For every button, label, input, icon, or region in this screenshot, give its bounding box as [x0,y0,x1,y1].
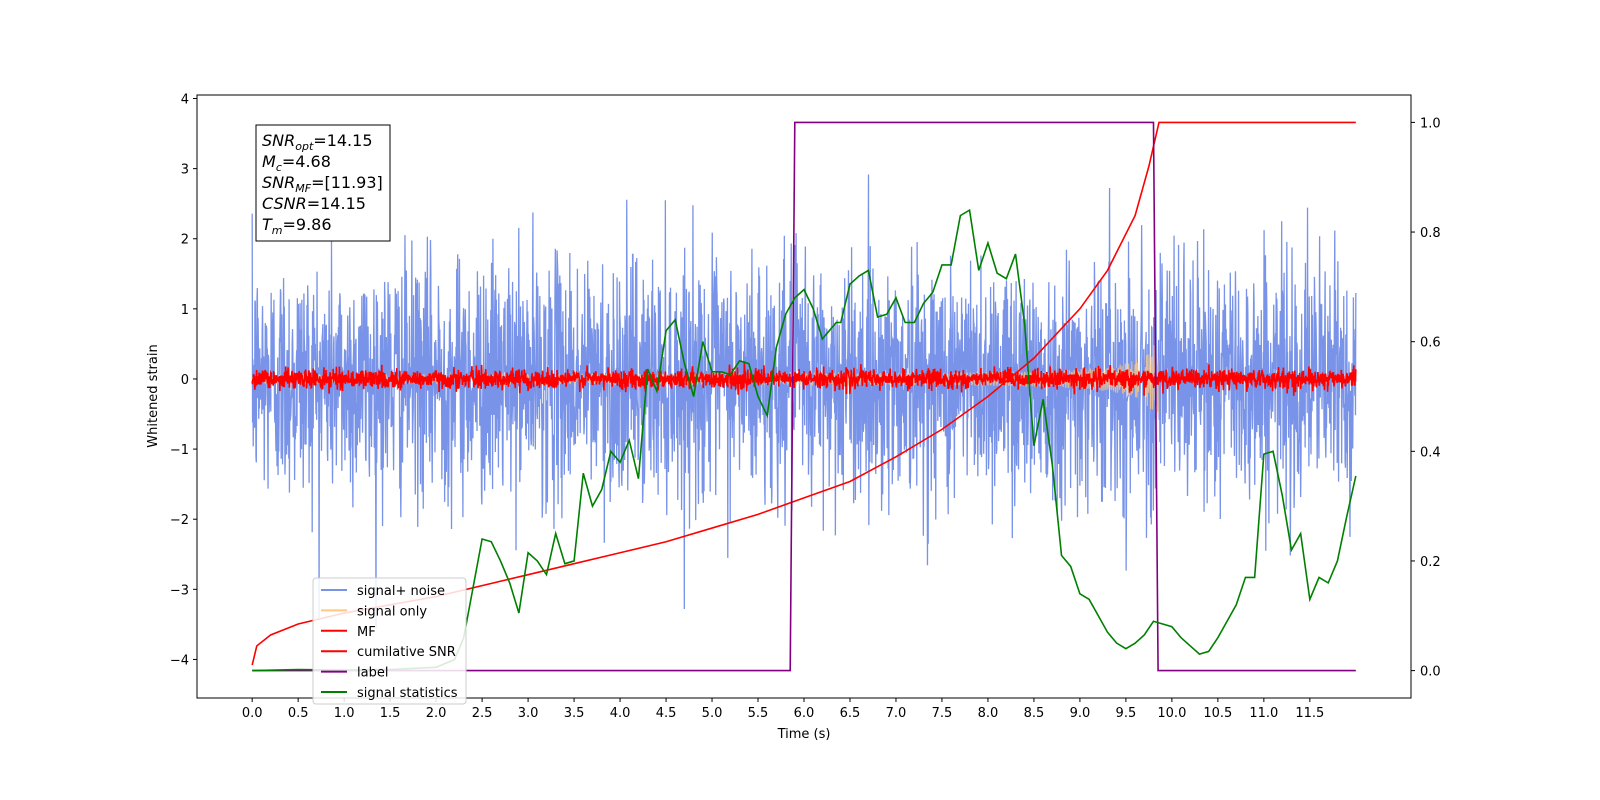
x-tick-label: 6.5 [840,706,861,721]
x-axis-ticks: 0.0 0.5 1.0 1.5 2.0 2.5 3.0 3.5 4.0 4.5 5.0 5.5 6.0 6… [242,698,1324,721]
series-signal-statistics [252,208,1357,672]
y-tick-label: −1 [170,443,189,458]
annotation-symbol: T [262,215,273,234]
y-tick-label: 0 [181,373,189,388]
x-tick-label: 2.0 [426,706,447,721]
y2-tick-label: 0.8 [1420,226,1441,241]
y-tick-label: 2 [181,233,189,248]
x-tick-label: 1.5 [380,706,401,721]
series-mf [251,361,1357,396]
x-tick-label: 6.0 [794,706,815,721]
x-tick-label: 8.5 [1024,706,1045,721]
y-axis-label: Whitened strain [146,344,161,447]
annotation-value: =14.15 [313,131,372,150]
x-tick-label: 0.5 [288,706,309,721]
x-tick-label: 4.0 [610,706,631,721]
y-axis-ticks: 4 3 2 1 0 −1 −2 −3 −4 [170,93,197,668]
annotation-line: SNRMF=[11.93] [262,173,383,195]
legend-entry: label [357,666,388,681]
annotation-box: SNRopt=14.15Mc=4.68SNRMF=[11.93]CSNR=14.… [255,124,391,242]
x-tick-label: 3.0 [518,706,539,721]
annotation-symbol: M [262,152,276,171]
annotation-value: =[11.93] [311,173,383,192]
annotation-subscript: opt [295,140,314,153]
x-tick-label: 11.5 [1295,706,1324,721]
x-tick-label: 11.0 [1249,706,1278,721]
annotation-line: Tm=9.86 [262,215,332,237]
y-tick-label: −4 [170,653,189,668]
annotation-value: =14.15 [307,194,366,213]
annotation-subscript: m [272,224,283,237]
x-tick-label: 7.5 [932,706,953,721]
series-label [252,121,1356,672]
x-tick-label: 5.0 [702,706,723,721]
x-tick-label: 10.0 [1157,706,1186,721]
legend-entry: signal+ noise [357,584,445,599]
y2-tick-label: 0.2 [1420,555,1441,570]
y-tick-label: 4 [181,93,189,108]
x-tick-label: 10.5 [1203,706,1232,721]
x-tick-label: 9.5 [1116,706,1137,721]
annotation-symbol: SNR [262,173,295,192]
y-tick-label: 3 [181,163,189,178]
annotation-symbol: SNR [262,131,295,150]
x-tick-label: 4.5 [656,706,677,721]
y2-axis-ticks: 1.0 0.8 0.6 0.4 0.2 0.0 [1411,116,1441,680]
annotation-line: CSNR=14.15 [262,194,366,213]
y2-tick-label: 1.0 [1420,116,1441,131]
annotation-subscript: c [276,161,282,174]
annotation-line: SNRopt=14.15 [262,131,373,153]
legend-entry: signal statistics [357,686,458,701]
annotation-value: =4.68 [282,152,331,171]
x-tick-label: 1.0 [334,706,355,721]
x-axis-label: Time (s) [777,727,831,742]
legend-entry: signal only [357,604,427,619]
annotation-value: =9.86 [283,215,332,234]
x-tick-label: 9.0 [1070,706,1091,721]
annotation-frame [255,124,391,242]
y-tick-label: −2 [170,513,189,528]
y2-tick-label: 0.6 [1420,336,1441,351]
legend-entry: cumilative SNR [357,645,456,660]
y-tick-label: −3 [170,583,189,598]
y2-tick-label: 0.4 [1420,445,1441,460]
series-signal-noise [251,174,1357,629]
annotation-subscript: MF [295,182,311,195]
x-tick-label: 0.0 [242,706,263,721]
x-tick-label: 3.5 [564,706,585,721]
annotation-line: Mc=4.68 [262,152,331,174]
y2-tick-label: 0.0 [1420,665,1441,680]
x-tick-label: 5.5 [748,706,769,721]
legend-entry: MF [357,625,376,640]
legend-frame [312,577,467,705]
x-tick-label: 2.5 [472,706,493,721]
legend: signal+ noise signal only MF cumilative SNR… [312,577,467,705]
x-tick-label: 7.0 [886,706,907,721]
annotation-symbol: CSNR [262,194,307,213]
y-tick-label: 1 [181,303,189,318]
x-tick-label: 8.0 [978,706,999,721]
